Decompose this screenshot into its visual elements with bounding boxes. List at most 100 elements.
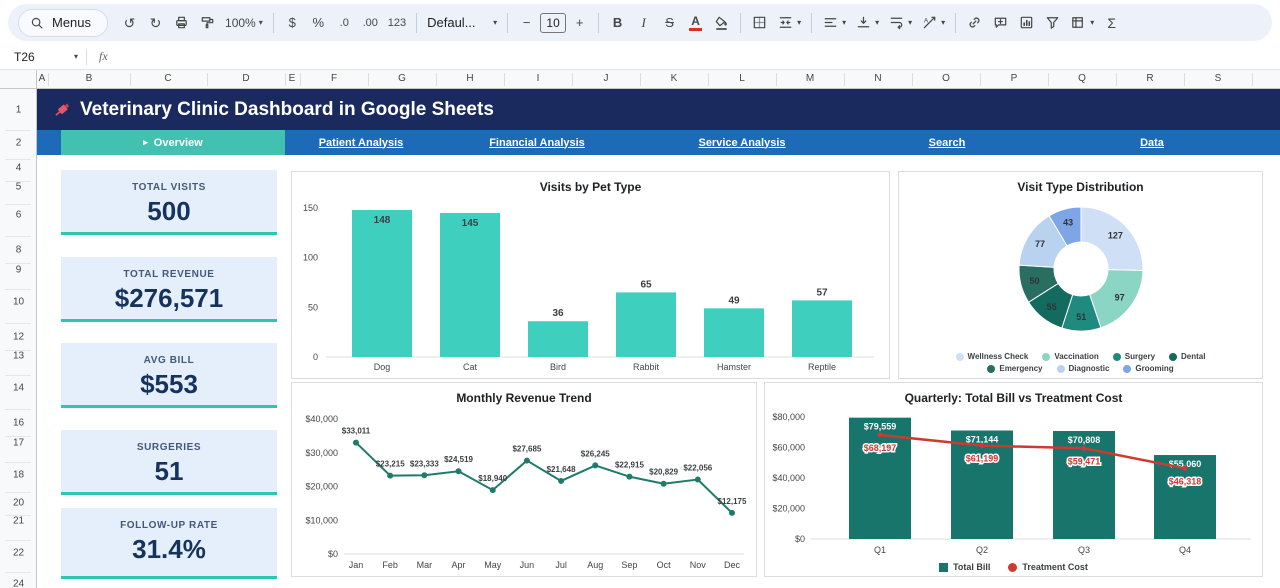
insert-link-button[interactable] <box>962 9 987 36</box>
column-header-K[interactable]: K <box>670 73 678 84</box>
tab-patient-analysis[interactable]: Patient Analysis <box>318 136 404 149</box>
font-name: Defaul... <box>427 15 476 30</box>
strikethrough-button[interactable]: S <box>657 9 682 36</box>
horizontal-align-button[interactable]: ▾ <box>818 9 850 36</box>
column-header-E[interactable]: E <box>288 73 296 84</box>
text-rotation-button[interactable]: A ▾ <box>917 9 949 36</box>
increase-font-size-button[interactable]: + <box>567 9 592 36</box>
text-color-button[interactable]: A <box>683 9 708 36</box>
decrease-font-size-button[interactable]: − <box>514 9 539 36</box>
tab-search[interactable]: Search <box>928 136 966 149</box>
create-filter-button[interactable] <box>1040 9 1065 36</box>
row-header-18[interactable]: 18 <box>12 469 25 481</box>
table-views-button[interactable]: ▾ <box>1066 9 1098 36</box>
paint-format-button[interactable] <box>195 9 220 36</box>
row-header-9[interactable]: 9 <box>15 264 22 276</box>
row-header-1[interactable]: 1 <box>15 104 22 116</box>
row-header-20[interactable]: 20 <box>12 497 25 509</box>
chart-visit-type-distribution[interactable]: 127 97 51 55 50 77 43 Visit Type Distribution … <box>898 171 1263 379</box>
row-headers[interactable]: 1 2 4 5 6 8 9 10 12 13 14 16 17 18 20 21 22 24 <box>0 89 37 588</box>
tab-data[interactable]: Data <box>1140 136 1164 149</box>
insert-comment-button[interactable] <box>988 9 1013 36</box>
row-header-10[interactable]: 10 <box>12 296 25 308</box>
column-header-A[interactable]: A <box>38 73 46 84</box>
row-header-22[interactable]: 22 <box>12 547 25 559</box>
column-header-I[interactable]: I <box>536 73 540 84</box>
column-header-O[interactable]: O <box>942 73 950 84</box>
fill-color-button[interactable] <box>709 9 734 36</box>
row-header-21[interactable]: 21 <box>12 515 25 527</box>
font-size-input[interactable]: 10 <box>540 12 567 33</box>
merge-cells-button[interactable]: ▾ <box>773 9 805 36</box>
row-header-17[interactable]: 17 <box>12 437 25 449</box>
legend-item-diagnostic: Diagnostic <box>1056 364 1110 373</box>
font-select[interactable]: Defaul... ▾ <box>423 9 501 36</box>
borders-button[interactable] <box>747 9 772 36</box>
chart-monthly-revenue-trend[interactable]: $0 $10,000 $20,000 $30,000 $40,000 $33,011 Jan… <box>291 382 757 577</box>
column-header-Q[interactable]: Q <box>1078 73 1086 84</box>
insert-chart-button[interactable] <box>1014 9 1039 36</box>
column-header-D[interactable]: D <box>242 73 250 84</box>
tab-overview[interactable]: ▸ Overview <box>61 130 285 155</box>
legend-label: Diagnostic <box>1068 364 1110 373</box>
kpi-label: TOTAL REVENUE <box>123 269 215 280</box>
name-box[interactable]: T26 ▾ <box>0 44 86 69</box>
italic-button[interactable]: I <box>631 9 656 36</box>
print-button[interactable] <box>169 9 194 36</box>
column-header-F[interactable]: F <box>330 73 338 84</box>
svg-text:$0: $0 <box>795 534 805 544</box>
column-header-J[interactable]: J <box>603 73 609 84</box>
line-point-mar <box>421 472 428 479</box>
row-header-16[interactable]: 16 <box>12 417 25 429</box>
row-header-4[interactable]: 4 <box>15 162 22 174</box>
vertical-align-button[interactable]: ▾ <box>851 9 883 36</box>
tab-financial-analysis[interactable]: Financial Analysis <box>489 136 585 149</box>
functions-button[interactable]: Σ <box>1099 9 1124 36</box>
column-header-P[interactable]: P <box>1010 73 1018 84</box>
tab-overview-label: Overview <box>153 136 203 149</box>
row-header-13[interactable]: 13 <box>12 350 25 362</box>
format-currency-button[interactable]: $ <box>280 9 305 36</box>
format-percent-button[interactable]: % <box>306 9 331 36</box>
column-header-H[interactable]: H <box>466 73 474 84</box>
column-header-C[interactable]: C <box>164 73 172 84</box>
svg-text:$22,056: $22,056 <box>683 464 712 473</box>
column-header-S[interactable]: S <box>1214 73 1222 84</box>
legend-item-treatment-cost: Treatment Cost <box>1008 562 1088 572</box>
svg-text:Q4: Q4 <box>1179 545 1191 555</box>
column-headers[interactable]: A B C D E F G H I J K L M N O P Q R S <box>37 70 1280 89</box>
row-header-12[interactable]: 12 <box>12 331 25 343</box>
line-point-apr <box>455 468 462 475</box>
line-point-nov <box>694 476 701 483</box>
column-header-N[interactable]: N <box>874 73 882 84</box>
more-formats-button[interactable]: 123 <box>384 9 410 36</box>
tab-service-analysis[interactable]: Service Analysis <box>698 136 786 149</box>
row-header-6[interactable]: 6 <box>15 209 22 221</box>
select-all-corner[interactable] <box>0 70 37 89</box>
row-header-8[interactable]: 8 <box>15 244 22 256</box>
row-header-24[interactable]: 24 <box>12 578 25 588</box>
column-header-M[interactable]: M <box>805 73 815 84</box>
column-separator <box>844 73 845 86</box>
column-header-L[interactable]: L <box>739 73 745 84</box>
menus-button[interactable]: Menus <box>18 8 109 37</box>
row-header-5[interactable]: 5 <box>15 181 22 193</box>
column-header-R[interactable]: R <box>1146 73 1154 84</box>
formula-input[interactable] <box>120 44 1280 69</box>
svg-text:Rabbit: Rabbit <box>633 362 660 372</box>
chart-visits-by-pet-type[interactable]: 0 50 100 150 148 Dog 145 Cat 36 Bird 65 Rabbit 49 Ham… <box>291 171 890 379</box>
text-wrap-button[interactable]: ▾ <box>884 9 916 36</box>
increase-decimals-button[interactable]: .00 <box>358 9 383 36</box>
row-header-14[interactable]: 14 <box>12 382 25 394</box>
column-header-G[interactable]: G <box>398 73 406 84</box>
zoom-control[interactable]: 100% ▾ <box>221 9 267 36</box>
undo-button[interactable]: ↺ <box>117 9 142 36</box>
percent-label: % <box>312 15 325 30</box>
column-header-B[interactable]: B <box>85 73 93 84</box>
line-point-jan <box>353 439 359 446</box>
row-header-2[interactable]: 2 <box>15 137 22 149</box>
bold-button[interactable]: B <box>605 9 630 36</box>
redo-button[interactable]: ↻ <box>143 9 168 36</box>
chart-quarterly-bill-vs-cost[interactable]: $0 $20,000 $40,000 $60,000 $80,000 $79,559 Q1 $… <box>764 382 1263 577</box>
decrease-decimals-button[interactable]: .0 <box>332 9 357 36</box>
